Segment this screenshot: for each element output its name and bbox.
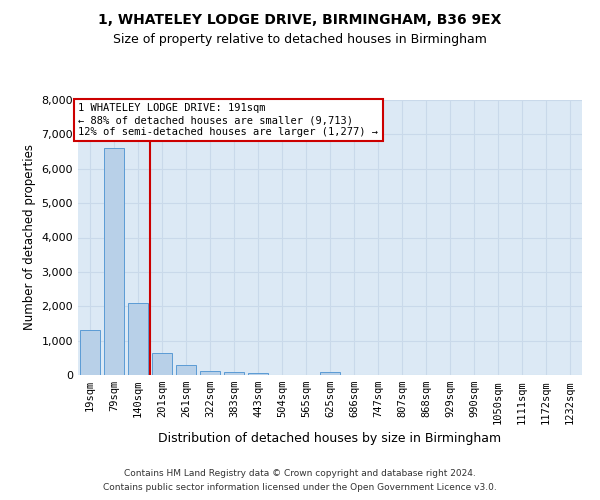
Bar — [152, 352, 172, 375]
Text: Contains public sector information licensed under the Open Government Licence v3: Contains public sector information licen… — [103, 484, 497, 492]
Bar — [128, 303, 148, 375]
Text: Size of property relative to detached houses in Birmingham: Size of property relative to detached ho… — [113, 32, 487, 46]
X-axis label: Distribution of detached houses by size in Birmingham: Distribution of detached houses by size … — [158, 432, 502, 445]
Bar — [224, 372, 244, 375]
Text: Contains HM Land Registry data © Crown copyright and database right 2024.: Contains HM Land Registry data © Crown c… — [124, 468, 476, 477]
Bar — [104, 148, 124, 375]
Bar — [320, 372, 340, 375]
Text: 1 WHATELEY LODGE DRIVE: 191sqm
← 88% of detached houses are smaller (9,713)
12% : 1 WHATELEY LODGE DRIVE: 191sqm ← 88% of … — [79, 104, 379, 136]
Bar — [80, 330, 100, 375]
Bar — [200, 370, 220, 375]
Text: 1, WHATELEY LODGE DRIVE, BIRMINGHAM, B36 9EX: 1, WHATELEY LODGE DRIVE, BIRMINGHAM, B36… — [98, 12, 502, 26]
Bar — [248, 374, 268, 375]
Y-axis label: Number of detached properties: Number of detached properties — [23, 144, 36, 330]
Bar — [176, 364, 196, 375]
